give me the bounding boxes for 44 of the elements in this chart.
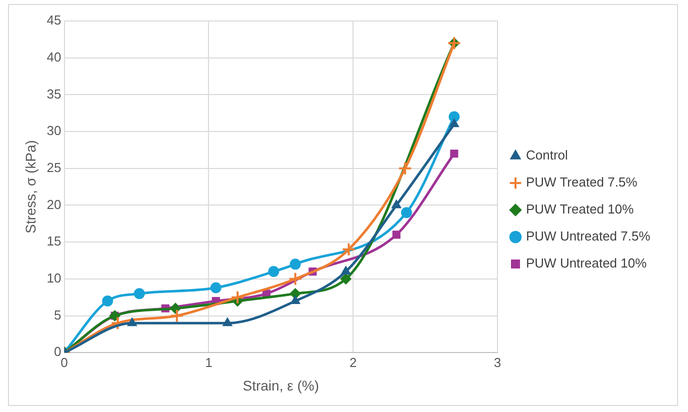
point (110, 316, 125, 330)
x-axis-title: Strain, ε (%) (242, 377, 320, 394)
legend-label: PUW Untreated 10% (526, 256, 648, 271)
point (392, 200, 402, 208)
legend-label: PUW Treated 10% (526, 202, 634, 217)
y-tick-label: 0 (54, 344, 62, 360)
y-tick-label: 30 (46, 123, 62, 138)
point (340, 273, 352, 284)
y-tick-label: 5 (54, 307, 62, 322)
legend-label: Control (526, 148, 568, 163)
point (230, 290, 245, 304)
y-tick-label: 25 (46, 160, 62, 175)
point (401, 207, 412, 218)
y-tick-label: 45 (46, 12, 62, 28)
point (392, 230, 400, 239)
y-axis-title: Stress, σ (kPa) (22, 140, 38, 234)
point (342, 242, 356, 256)
point (341, 266, 351, 275)
x-tick-label: 2 (349, 354, 357, 370)
point (290, 288, 301, 300)
point (290, 258, 301, 270)
point (170, 308, 184, 323)
point (170, 302, 181, 314)
point (290, 296, 300, 304)
point (134, 288, 145, 300)
x-tick-label: 3 (494, 354, 502, 370)
y-tick-label: 15 (46, 234, 62, 249)
point (398, 161, 412, 176)
point (450, 150, 458, 158)
point (268, 266, 280, 278)
y-tick-label: 10 (46, 270, 62, 286)
legend-label: PUW Untreated 7.5% (526, 228, 651, 244)
x-tick-label: 1 (205, 354, 212, 370)
y-tick-label: 40 (46, 49, 62, 64)
point (449, 118, 460, 128)
point (222, 318, 232, 326)
legend-label: PUW Treated 7.5% (526, 174, 638, 190)
y-tick-label: 35 (46, 86, 62, 102)
point (102, 296, 114, 307)
point (210, 282, 222, 294)
point (288, 272, 302, 286)
point (448, 111, 460, 122)
y-tick-label: 20 (46, 196, 62, 212)
point (127, 318, 137, 326)
